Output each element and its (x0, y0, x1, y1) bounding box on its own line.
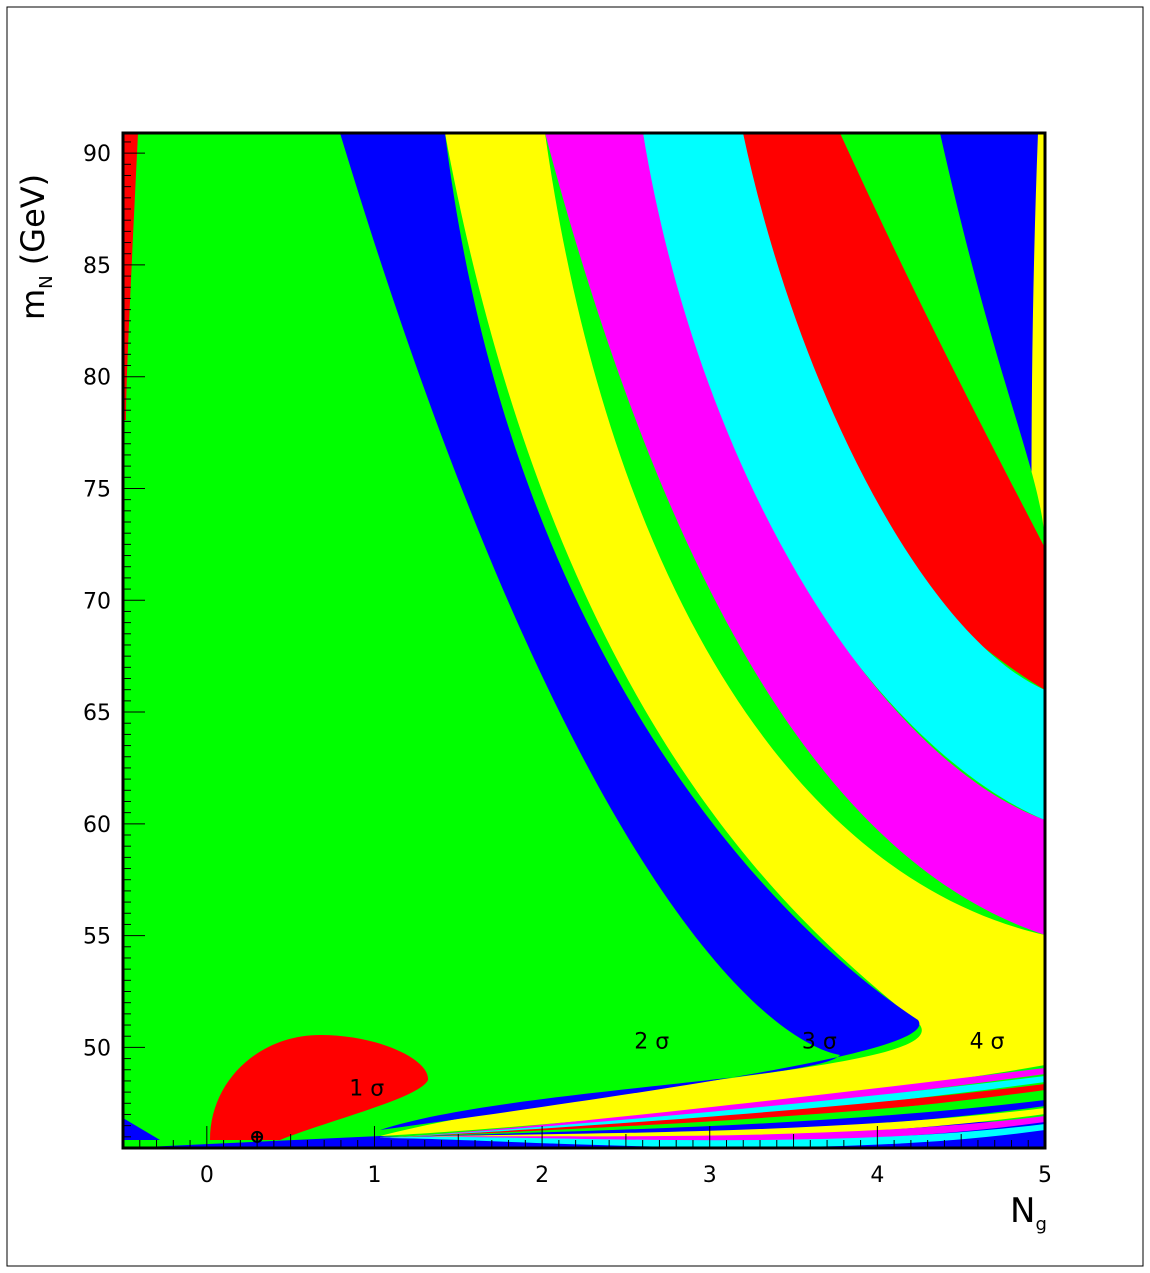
y-axis-label-sub: N (36, 275, 57, 288)
y-tick-label: 65 (83, 701, 111, 726)
band-corner-left (123, 1118, 160, 1140)
sigma-labels: 1 σ 2 σ 3 σ 4 σ (349, 1030, 1004, 1102)
sigma-label: 1 σ (349, 1077, 384, 1102)
y-tick-label: 50 (83, 1036, 111, 1061)
band-stripe-5 (380, 1100, 1045, 1139)
band-level-7 (739, 133, 1045, 690)
y-axis-label: m (14, 289, 52, 320)
plot-frame (121, 131, 1047, 1150)
x-tick-label: 5 (1038, 1163, 1052, 1188)
y-tick-label: 90 (83, 142, 111, 167)
y-axis-label-unit: (GeV) (14, 174, 52, 276)
band-level-1-sigma (210, 1035, 429, 1140)
sigma-label: 4 σ (970, 1030, 1005, 1055)
band-stripe-8 (380, 1124, 1045, 1148)
y-tick-label: 85 (83, 254, 111, 279)
y-tick-label: 60 (83, 813, 111, 838)
band-stripe-7 (380, 1116, 1045, 1143)
x-tick-label: 3 (703, 1163, 717, 1188)
canvas-border (6, 6, 1144, 1267)
x-tick-label: 2 (535, 1163, 549, 1188)
x-tick-label: 0 (200, 1163, 214, 1188)
sigma-label: 3 σ (802, 1030, 837, 1055)
sigma-label: 2 σ (634, 1030, 669, 1055)
x-axis-title: Ng (1010, 1191, 1047, 1235)
y-axis-title: mN (GeV) (14, 174, 57, 320)
x-axis-label-sub: g (1035, 1214, 1046, 1235)
y-tick-label: 80 (83, 366, 111, 391)
x-tick-label: 1 (367, 1163, 381, 1188)
band-level-2 (123, 133, 672, 1148)
contour-bands (123, 133, 1045, 1148)
x-tick-label: 4 (870, 1163, 884, 1188)
band-level-4 (380, 133, 1045, 1136)
band-level-5 (545, 133, 1045, 935)
y-tick-label: 75 (83, 477, 111, 502)
band-stripe-6 (380, 1108, 1045, 1140)
x-axis-label: N (1010, 1191, 1035, 1231)
band-level-3 (340, 133, 920, 1130)
y-tick-label: 55 (83, 925, 111, 950)
best-fit-marker (251, 1130, 264, 1143)
y-tick-label: 70 (83, 589, 111, 614)
band-level-6 (643, 133, 1045, 820)
axis-ticks (122, 141, 1046, 1148)
